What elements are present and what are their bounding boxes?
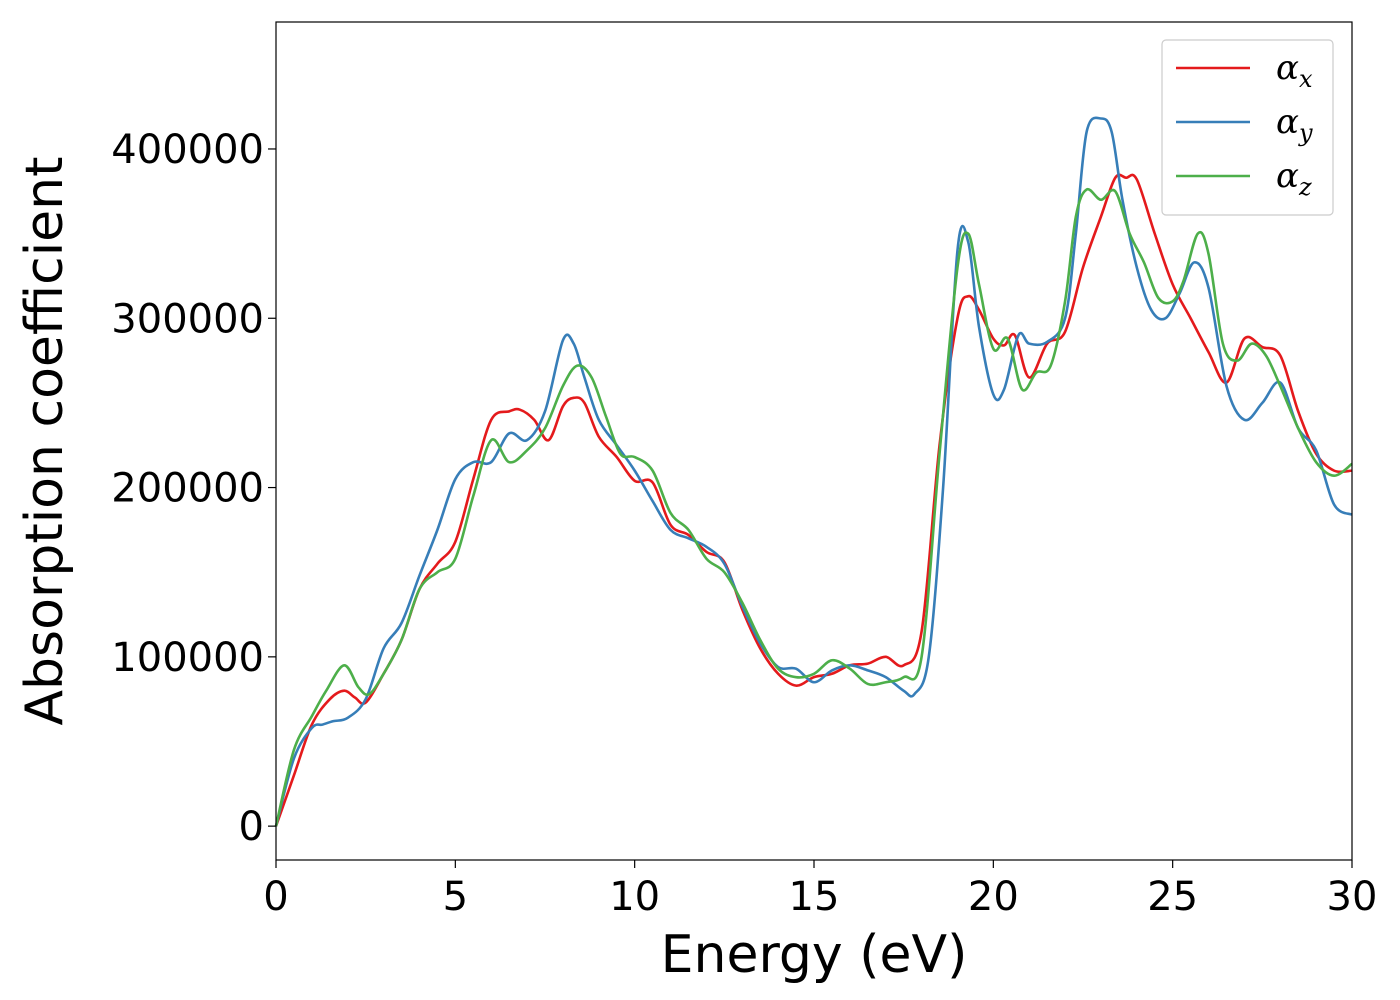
- x-axis-ticks: 0 5 10 15 20 25 30: [263, 860, 1377, 920]
- x-tick-label: 20: [968, 874, 1019, 920]
- x-tick-label: 15: [789, 874, 840, 920]
- x-axis-title: Energy (eV): [661, 925, 968, 985]
- series-layer: [274, 116, 1353, 827]
- series-line-x: [274, 173, 1353, 827]
- y-tick-label: 200000: [111, 466, 264, 512]
- series-line-z: [274, 187, 1353, 827]
- y-tick-label: 100000: [111, 635, 264, 681]
- x-tick-label: 25: [1147, 874, 1198, 920]
- legend-box: [1161, 39, 1334, 216]
- x-tick-label: 0: [263, 874, 288, 920]
- legend: αx αy αz: [1161, 39, 1334, 216]
- y-tick-label: 0: [239, 804, 264, 850]
- legend-label-x: αx: [1276, 48, 1313, 93]
- y-tick-label: 400000: [111, 127, 264, 173]
- x-tick-label: 10: [609, 874, 660, 920]
- y-tick-label: 300000: [111, 296, 264, 342]
- y-axis-title: Absorption coefficient: [15, 156, 75, 725]
- legend-label-z: αz: [1276, 156, 1312, 201]
- x-tick-label: 5: [443, 874, 468, 920]
- y-axis-ticks: 0 100000 200000 300000 400000: [111, 127, 276, 850]
- series-line-y: [274, 116, 1353, 827]
- x-tick-label: 30: [1327, 874, 1378, 920]
- legend-label-y: αy: [1276, 102, 1313, 147]
